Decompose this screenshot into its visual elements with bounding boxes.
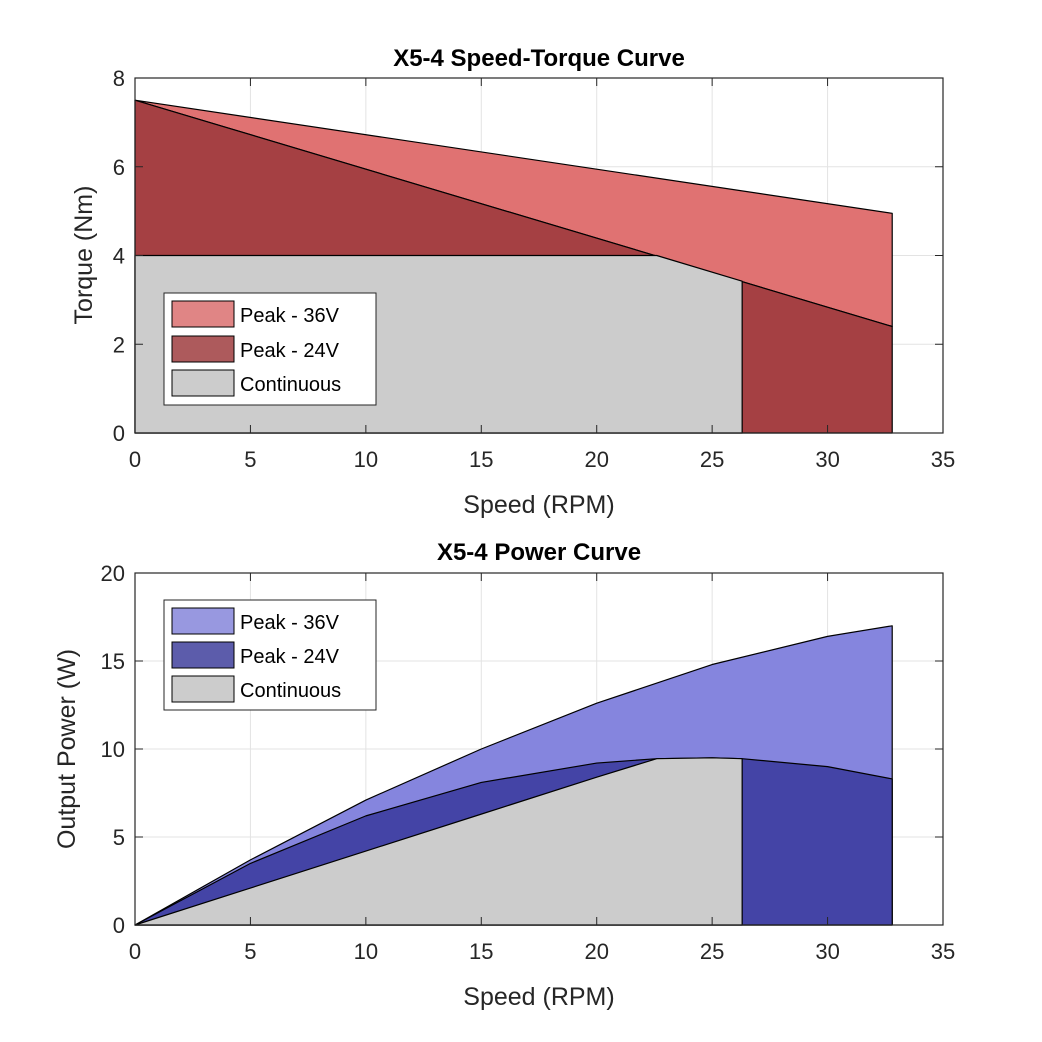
x-axis-label: Speed (RPM) xyxy=(463,983,614,1011)
ticks: 0 5 10 15 20 25 30 35 0 2 4 6 8 xyxy=(113,66,955,472)
legend-label: Peak - 36V xyxy=(240,612,340,634)
y-tick-label: 20 xyxy=(101,561,125,586)
x-tick-label: 10 xyxy=(354,447,378,472)
y-tick-label: 5 xyxy=(113,825,125,850)
legend-swatch xyxy=(171,675,235,703)
chart-title: X5-4 Speed-Torque Curve xyxy=(393,45,685,72)
torque-chart: X5-4 Speed-Torque Curve 0 5 10 15 20 25 30 35 0 2… xyxy=(70,45,955,519)
y-tick-label: 8 xyxy=(113,66,125,91)
x-axis-label: Speed (RPM) xyxy=(463,491,614,519)
y-axis-label: Output Power (W) xyxy=(53,649,81,849)
x-tick-label: 25 xyxy=(700,939,724,964)
x-tick-label: 5 xyxy=(244,939,256,964)
areas xyxy=(134,625,893,926)
x-tick-label: 20 xyxy=(584,447,608,472)
y-tick-label: 0 xyxy=(113,421,125,446)
legend-swatch xyxy=(171,300,235,328)
legend-swatch xyxy=(171,607,235,635)
legend-swatch xyxy=(171,335,235,363)
y-tick-label: 10 xyxy=(101,737,125,762)
x-tick-label: 10 xyxy=(354,939,378,964)
x-tick-label: 35 xyxy=(931,447,955,472)
y-axis-label: Torque (Nm) xyxy=(70,186,98,325)
legend-swatch xyxy=(171,641,235,669)
legend-swatch xyxy=(171,369,235,397)
y-tick-label: 2 xyxy=(113,332,125,357)
legend: Peak - 36V Peak - 24V Continuous xyxy=(163,292,377,406)
x-tick-label: 0 xyxy=(129,447,141,472)
x-tick-label: 20 xyxy=(584,939,608,964)
legend-label: Continuous xyxy=(240,680,341,702)
area-continuous xyxy=(134,757,743,926)
x-tick-label: 15 xyxy=(469,447,493,472)
axes-box xyxy=(134,572,944,926)
y-tick-label: 4 xyxy=(113,244,125,269)
y-tick-label: 0 xyxy=(113,913,125,938)
x-tick-label: 25 xyxy=(700,447,724,472)
x-tick-label: 5 xyxy=(244,447,256,472)
power-chart: X5-4 Power Curve 0 5 10 15 20 25 30 3505101520 … xyxy=(53,539,955,1011)
x-tick-label: 0 xyxy=(129,939,141,964)
axes-box xyxy=(134,77,944,434)
legend-label: Peak - 24V xyxy=(240,646,340,668)
chart-title: X5-4 Power Curve xyxy=(437,539,641,566)
ticks: 0 5 10 15 20 25 30 35 0 5 10 15 20 xyxy=(101,561,956,964)
x-tick-label: 30 xyxy=(815,447,839,472)
y-tick-label: 15 xyxy=(101,649,125,674)
legend: Peak - 36V Peak - 24V Continuous xyxy=(163,599,377,711)
legend-label: Peak - 24V xyxy=(240,340,340,362)
x-tick-label: 35 xyxy=(931,939,955,964)
x-tick-label: 15 xyxy=(469,939,493,964)
x-tick-label: 30 xyxy=(815,939,839,964)
legend-label: Continuous xyxy=(240,374,341,396)
y-tick-label: 6 xyxy=(113,155,125,180)
legend-label: Peak - 36V xyxy=(240,305,340,327)
